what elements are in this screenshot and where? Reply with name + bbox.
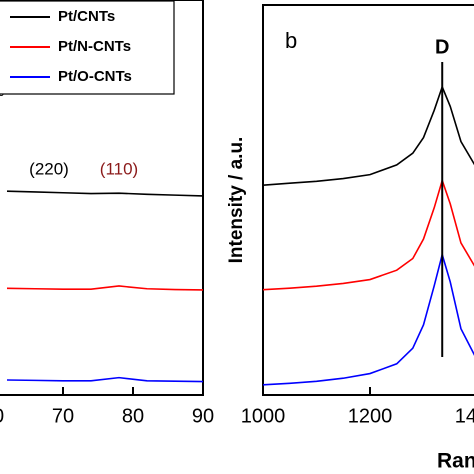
x-axis-label: Ran — [437, 450, 474, 473]
annotation: 3° — [0, 88, 5, 107]
legend-label: Pt/CNTs — [58, 8, 115, 25]
panel-label: b — [285, 28, 297, 53]
annotation: (220) — [29, 159, 69, 178]
x-tick-label: 60 — [0, 405, 4, 427]
series-line — [6, 285, 204, 291]
x-tick-label: 1400 — [455, 405, 474, 427]
series-line — [262, 177, 474, 291]
x-tick-label: 90 — [192, 405, 214, 427]
legend-label: Pt/O-CNTs — [58, 68, 132, 85]
plot-frame — [0, 0, 204, 396]
legend-label: Pt/N-CNTs — [58, 38, 131, 55]
x-tick-label: 1200 — [348, 405, 393, 427]
x-tick-label: 70 — [52, 405, 74, 427]
series-line — [262, 251, 474, 386]
series-line — [6, 190, 204, 197]
annotation: D — [435, 36, 449, 58]
annotation: (110) — [100, 159, 138, 178]
series-line — [262, 84, 474, 186]
x-tick-label: 1000 — [241, 405, 286, 427]
y-axis-label: Intensity / a.u. — [226, 137, 247, 264]
x-tick-label: 80 — [122, 405, 144, 427]
series-line — [6, 376, 204, 383]
